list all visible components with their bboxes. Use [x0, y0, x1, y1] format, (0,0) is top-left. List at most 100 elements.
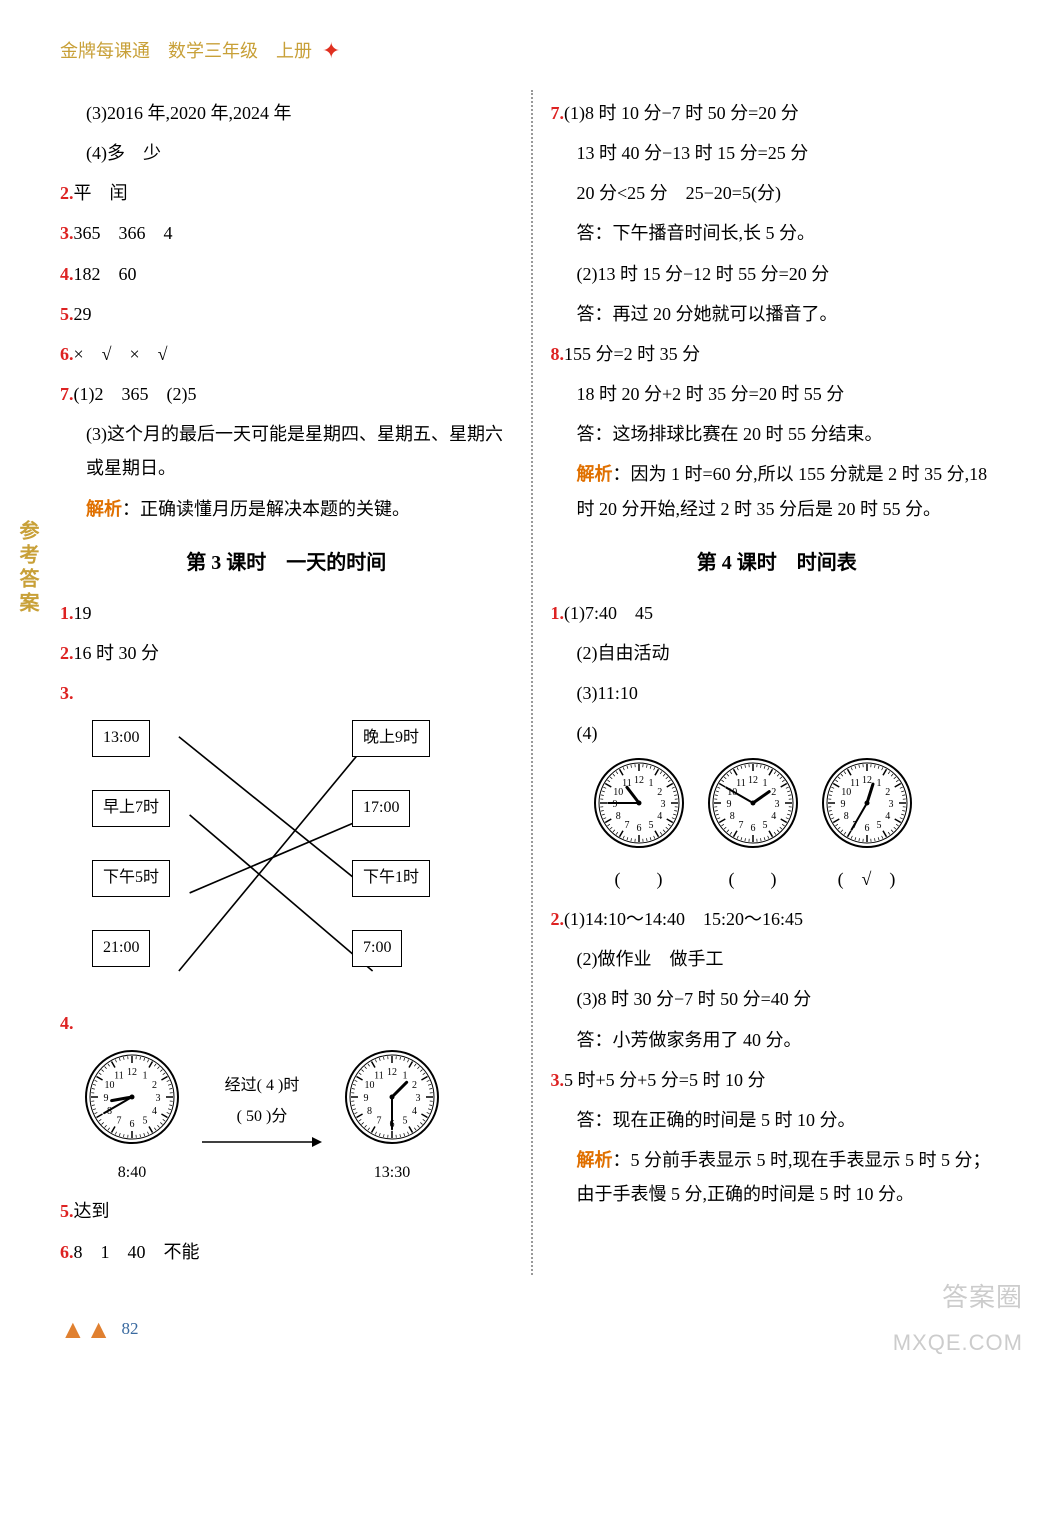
s4-qnum-1: 1.: [551, 603, 565, 623]
svg-text:9: 9: [104, 1093, 109, 1104]
svg-text:7: 7: [117, 1115, 122, 1126]
q7c: ：正确读懂月历是解决本题的关键。: [122, 499, 410, 519]
svg-text:11: 11: [736, 778, 746, 789]
qnum-4: 4.: [60, 264, 74, 284]
svg-text:12: 12: [748, 775, 758, 786]
clock-1: 123456789101112: [82, 1047, 182, 1147]
svg-text:4: 4: [771, 811, 776, 822]
match-right-1: 17:00: [352, 790, 410, 826]
svg-text:1: 1: [762, 778, 767, 789]
s3-qnum-4: 4.: [60, 1013, 74, 1033]
s4q3a: 5 时+5 分+5 分=5 时 10 分: [564, 1070, 765, 1090]
s3-qnum-3: 3.: [60, 683, 74, 703]
r-qnum-8: 8.: [551, 344, 565, 364]
svg-text:1: 1: [876, 778, 881, 789]
clock-2: 123456789101112: [342, 1047, 442, 1147]
svg-text:5: 5: [876, 819, 881, 830]
q7a: (1)2 365 (2)5: [74, 384, 197, 404]
analysis-label-2: 解析: [577, 464, 613, 484]
clock-mark-0: ( ): [591, 862, 687, 896]
footer: ▲▲ 82: [60, 1305, 1003, 1354]
svg-text:4: 4: [152, 1106, 157, 1117]
r7f: 答：再过 20 分她就可以播音了。: [551, 297, 1004, 331]
qnum-6: 6.: [60, 344, 74, 364]
svg-text:12: 12: [634, 775, 644, 786]
svg-text:1: 1: [143, 1070, 148, 1081]
q1-4: (4)多 少: [60, 136, 513, 170]
svg-text:6: 6: [130, 1119, 135, 1130]
r8a: 155 分=2 时 35 分: [564, 344, 700, 364]
svg-text:7: 7: [624, 819, 629, 830]
clock-2-time: 13:30: [342, 1158, 442, 1188]
s4q1d: (4): [551, 716, 1004, 750]
svg-text:11: 11: [114, 1070, 124, 1081]
svg-text:8: 8: [729, 811, 734, 822]
svg-text:1: 1: [403, 1070, 408, 1081]
svg-text:4: 4: [412, 1106, 417, 1117]
svg-text:9: 9: [726, 799, 731, 810]
watermark: 答案圈 MXQE.COM: [893, 1273, 1023, 1364]
svg-text:7: 7: [738, 819, 743, 830]
mountain-icon: ▲▲: [60, 1305, 111, 1354]
match-left-3: 21:00: [92, 930, 150, 966]
svg-text:5: 5: [143, 1115, 148, 1126]
svg-text:8: 8: [843, 811, 848, 822]
qnum-5: 5.: [60, 304, 74, 324]
q4-ans: 182 60: [74, 264, 137, 284]
answer-clock-2: 123456789101112( √ ): [819, 755, 915, 896]
q7b: (3)这个月的最后一天可能是星期四、星期五、星期六或星期日。: [60, 417, 513, 485]
s3-qnum-1: 1.: [60, 603, 74, 623]
r7c: 20 分<25 分 25−20=5(分): [551, 176, 1004, 210]
q3-ans: 365 366 4: [74, 223, 173, 243]
s3q1: 19: [74, 603, 92, 623]
s3q6: 8 1 40 不能: [74, 1242, 200, 1262]
elapsed-label-2: ( 50 )分: [202, 1102, 322, 1132]
s4-qnum-3: 3.: [551, 1070, 565, 1090]
svg-text:11: 11: [374, 1070, 384, 1081]
svg-text:6: 6: [864, 823, 869, 834]
s4q3c: ：5 分前手表显示 5 时,现在手表显示 5 时 5 分；由于手表慢 5 分,正…: [577, 1150, 991, 1204]
svg-text:3: 3: [416, 1093, 421, 1104]
s3q2: 16 时 30 分: [74, 643, 160, 663]
header-star-icon: ✦: [322, 30, 340, 72]
s4q1c: (3)11:10: [551, 676, 1004, 710]
svg-text:3: 3: [774, 799, 779, 810]
svg-text:6: 6: [750, 823, 755, 834]
svg-text:8: 8: [367, 1106, 372, 1117]
page-header: 金牌每课通 数学三年级 上册 ✦: [60, 30, 1003, 72]
svg-text:6: 6: [636, 823, 641, 834]
match-right-0: 晚上9时: [352, 720, 430, 756]
s4q2c: (3)8 时 30 分−7 时 50 分=40 分: [551, 982, 1004, 1016]
clock-1-time: 8:40: [82, 1158, 182, 1188]
match-left-0: 13:00: [92, 720, 150, 756]
clocks-q4: 123456789101112 8:40 经过( 4 )时 ( 50 )分 12…: [82, 1047, 513, 1189]
clocks-row: 123456789101112( )123456789101112( )1234…: [591, 755, 1004, 896]
svg-text:7: 7: [377, 1115, 382, 1126]
s3-qnum-5: 5.: [60, 1201, 74, 1221]
header-title: 金牌每课通 数学三年级 上册: [60, 34, 312, 68]
qnum-2: 2.: [60, 183, 74, 203]
svg-text:3: 3: [888, 799, 893, 810]
svg-text:5: 5: [403, 1115, 408, 1126]
svg-text:12: 12: [387, 1067, 397, 1078]
s4q1a: (1)7:40 45: [564, 603, 653, 623]
match-left-1: 早上7时: [92, 790, 170, 826]
svg-text:9: 9: [364, 1093, 369, 1104]
match-right-3: 7:00: [352, 930, 402, 966]
svg-text:4: 4: [885, 811, 890, 822]
svg-text:11: 11: [850, 778, 860, 789]
r8c: 答：这场排球比赛在 20 时 55 分结束。: [551, 417, 1004, 451]
page-number: 82: [121, 1313, 138, 1345]
answer-clock-1: 123456789101112( ): [705, 755, 801, 896]
r-qnum-7: 7.: [551, 103, 565, 123]
svg-text:2: 2: [771, 787, 776, 798]
svg-text:8: 8: [615, 811, 620, 822]
q2-ans: 平 闰: [74, 183, 128, 203]
s4-qnum-2: 2.: [551, 909, 565, 929]
q1-3: (3)2016 年,2020 年,2024 年: [60, 96, 513, 130]
watermark-cn: 答案圈: [893, 1273, 1023, 1322]
svg-text:1: 1: [648, 778, 653, 789]
match-left-2: 下午5时: [92, 860, 170, 896]
svg-text:4: 4: [657, 811, 662, 822]
arrow-icon: [202, 1132, 322, 1152]
